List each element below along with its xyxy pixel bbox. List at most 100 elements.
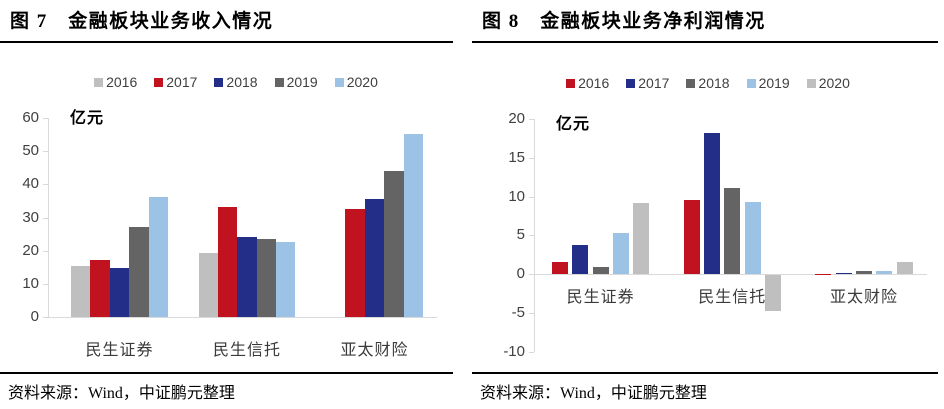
x-axis xyxy=(534,274,927,275)
bar-2016-民生证券 xyxy=(552,261,568,274)
bar-2019-民生信托 xyxy=(256,239,277,317)
legend-item-2018: 2018 xyxy=(686,75,730,91)
y-tick xyxy=(529,196,534,198)
bar-2017-民生证券 xyxy=(572,244,589,274)
bar-2018-亚太财险 xyxy=(856,271,872,274)
legend-swatch-icon xyxy=(566,78,576,88)
legend-item-2016: 2016 xyxy=(94,74,137,90)
bar-2020-民生信托 xyxy=(276,242,296,317)
bar-2016-民生信托 xyxy=(198,252,218,317)
legend-swatch-icon xyxy=(274,77,284,87)
legend-item-2019: 2019 xyxy=(274,74,318,90)
legend-label: 2018 xyxy=(226,74,258,90)
legend-swatch-icon xyxy=(94,77,104,87)
bar-2020-民生证券 xyxy=(148,196,168,317)
figure-8-title-divider xyxy=(472,41,938,43)
y-axis xyxy=(534,119,535,352)
y-tick-label: 20 xyxy=(22,241,39,259)
legend-item-2020: 2020 xyxy=(334,74,378,90)
y-tick xyxy=(43,283,48,285)
figure-8-source: 资料来源：Wind，中证鹏元整理 xyxy=(480,385,707,402)
figure-7-source: 资料来源：Wind，中证鹏元整理 xyxy=(8,385,235,402)
figure-7-title-divider xyxy=(0,41,453,43)
figure-8-panel: 图 8 金融板块业务净利润情况 亿元 资料来源：Wind，中证鹏元整理 2016… xyxy=(472,0,944,409)
y-tick xyxy=(43,217,48,219)
bar-2018-民生信托 xyxy=(724,187,741,274)
figure-8-title: 图 8 金融板块业务净利润情况 xyxy=(482,11,766,32)
y-tick xyxy=(43,250,48,252)
bar-2018-民生证券 xyxy=(109,268,130,317)
y-tick-label: 0 xyxy=(30,308,39,325)
legend-swatch-icon xyxy=(154,77,164,87)
chart8-legend: 2016 2017 2018 2019 2020 xyxy=(472,74,944,92)
legend-swatch-icon xyxy=(686,78,696,88)
y-tick-label: 60 xyxy=(22,109,39,126)
x-axis-label: 民生证券 xyxy=(566,289,635,306)
y-tick-label: 20 xyxy=(508,110,525,127)
figure-7-panel: 图 7 金融板块业务收入情况 亿元 资料来源：Wind，中证鹏元整理 2016 2… xyxy=(0,11,472,402)
bar-2018-民生信托 xyxy=(237,237,257,317)
y-tick-label: 0 xyxy=(516,265,525,282)
y-tick xyxy=(43,184,48,186)
legend-label: 2016 xyxy=(106,74,138,90)
legend-swatch-icon xyxy=(746,78,756,88)
bar-2019-民生证券 xyxy=(612,232,629,274)
x-axis-label: 亚太财险 xyxy=(829,289,899,306)
legend-item-2019: 2019 xyxy=(746,75,790,91)
y-tick xyxy=(529,274,534,275)
y-tick xyxy=(43,151,48,153)
legend-swatch-icon xyxy=(334,77,344,87)
bar-2017-民生证券 xyxy=(90,259,110,317)
bar-2018-亚太财险 xyxy=(364,198,385,317)
y-tick-label: -10 xyxy=(503,342,525,360)
y-tick-label: -5 xyxy=(511,303,525,321)
figure-8-source-divider xyxy=(472,372,938,374)
figure-7-source-divider xyxy=(0,372,453,374)
y-tick-label: 10 xyxy=(508,187,525,205)
bar-2017-亚太财险 xyxy=(345,209,365,317)
x-axis xyxy=(48,317,437,318)
legend-label: 2020 xyxy=(818,75,850,91)
y-tick-label: 40 xyxy=(22,175,39,193)
bar-2019-民生信托 xyxy=(744,201,761,274)
legend-item-2020: 2020 xyxy=(806,75,850,91)
legend-swatch-icon xyxy=(626,78,636,88)
bar-2018-民生证券 xyxy=(592,267,609,274)
y-axis xyxy=(48,118,49,317)
legend-label: 2019 xyxy=(758,75,790,91)
x-axis-label: 民生信托 xyxy=(212,342,282,359)
bar-2016-民生信托 xyxy=(683,200,700,274)
legend-item-2017: 2017 xyxy=(626,75,669,91)
legend-label: 2019 xyxy=(286,74,318,90)
y-tick-label: 15 xyxy=(508,148,525,166)
y-tick xyxy=(43,118,48,119)
y-tick xyxy=(43,317,48,318)
bar-2019-民生证券 xyxy=(129,227,149,317)
chart7-legend: 2016 2017 2018 2019 2020 xyxy=(0,73,472,91)
y-tick xyxy=(529,312,534,314)
y-tick xyxy=(529,235,534,237)
legend-item-2016: 2016 xyxy=(566,75,609,91)
legend-label: 2020 xyxy=(346,74,378,90)
bar-2017-亚太财险 xyxy=(835,272,852,274)
legend-label: 2017 xyxy=(166,74,198,90)
figure-7-unit-label: 亿元 xyxy=(70,110,105,127)
y-tick-label: 50 xyxy=(22,142,39,160)
legend-label: 2017 xyxy=(638,75,670,91)
legend-label: 2018 xyxy=(698,75,730,91)
legend-swatch-icon xyxy=(214,77,224,87)
x-axis-label: 民生证券 xyxy=(85,342,154,359)
y-tick xyxy=(529,351,534,353)
bar-2017-民生信托 xyxy=(704,132,720,274)
legend-item-2018: 2018 xyxy=(214,74,258,90)
figure-7-title: 图 7 金融板块业务收入情况 xyxy=(10,11,274,32)
bar-2017-民生信托 xyxy=(217,206,238,317)
bar-2020-亚太财险 xyxy=(403,133,423,317)
x-axis-label: 民生信托 xyxy=(698,289,767,306)
bar-2019-亚太财险 xyxy=(876,270,893,274)
legend-swatch-icon xyxy=(806,78,816,88)
y-tick xyxy=(529,119,534,120)
bar-2016-民生证券 xyxy=(71,265,91,317)
legend-label: 2016 xyxy=(578,75,610,91)
